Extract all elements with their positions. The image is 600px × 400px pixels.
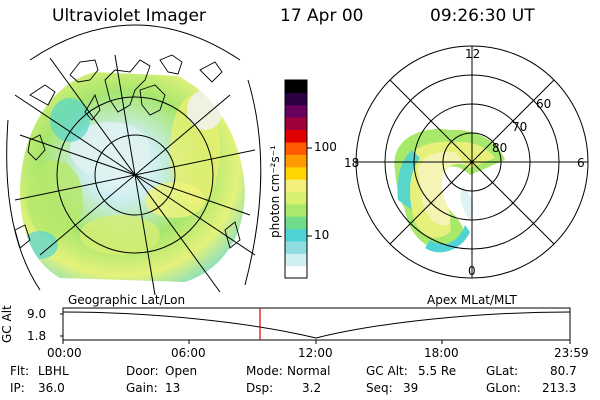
dsp-value: 3.2 [302, 381, 322, 395]
altitude-y-bottom: 1.8 [27, 329, 47, 343]
mlat-80-label: 80 [492, 141, 508, 155]
mode-label: Mode: [246, 364, 283, 378]
colorbar-segment [285, 265, 307, 279]
colorbar-segment [285, 179, 307, 192]
mlt-0-label: 0 [468, 264, 476, 278]
colorbar-segment [285, 92, 307, 106]
ip-value: 36.0 [38, 381, 65, 395]
colorbar-segment [285, 117, 307, 131]
mlt-6-label: 6 [577, 156, 585, 170]
gain-label: Gain: [126, 381, 158, 395]
ip-label: IP: [10, 381, 25, 395]
geographic-map-label: Geographic Lat/Lon [68, 293, 186, 307]
seq-value: 39 [403, 381, 419, 395]
time-tick: 18:00 [424, 346, 459, 360]
aurora-patch [187, 90, 223, 130]
colorbar-unit-label: photon cm⁻²s⁻¹ [268, 145, 282, 238]
colorbar-segment [285, 240, 307, 254]
glon-value: 213.3 [542, 381, 577, 395]
colorbar-tick-10: 10 [314, 228, 330, 242]
altitude-axis-title: GC Alt [0, 305, 14, 343]
altitude-curve [62, 311, 571, 339]
mlat-grid [356, 46, 588, 278]
glat-label: GLat: [486, 364, 519, 378]
gcalt-value: 5.5 Re [418, 364, 457, 378]
gcalt-label: GC Alt: [366, 364, 408, 378]
door-value: Open [165, 364, 198, 378]
mlt-18-label: 18 [344, 156, 360, 170]
colorbar-segment [285, 191, 307, 205]
colorbar-segment [285, 129, 307, 143]
time-tick: 12:00 [298, 346, 333, 360]
dsp-label: Dsp: [246, 381, 274, 395]
glat-value: 80.7 [550, 364, 577, 378]
colorbar-segment [285, 80, 307, 93]
colorbar-segment [285, 216, 307, 230]
aurora-patch [70, 122, 150, 178]
lat-lon-grid [6, 24, 262, 296]
colorbar-segment [285, 104, 307, 118]
gain-value: 13 [165, 381, 181, 395]
time-tick: 00:00 [47, 346, 82, 360]
colorbar-segment [285, 253, 307, 267]
header-date: 17 Apr 00 [280, 6, 364, 26]
mlat-60-label: 60 [536, 97, 552, 111]
geographic-map [6, 24, 262, 296]
apex-polar-map [355, 45, 589, 279]
flt-value: LBHL [38, 364, 69, 378]
colorbar-segment [285, 228, 307, 242]
colorbar-tick-100: 100 [314, 140, 337, 154]
coastlines [14, 54, 241, 249]
aurora-patch [27, 160, 83, 240]
time-tick: 06:00 [171, 346, 206, 360]
door-label: Door: [126, 364, 159, 378]
colorbar-segment [285, 166, 307, 180]
flt-label: Flt: [10, 364, 29, 378]
altitude-y-top: 9.0 [27, 307, 47, 321]
apex-map-label: Apex MLat/MLT [427, 293, 517, 307]
mlat-70-label: 70 [512, 120, 528, 134]
altitude-plot [60, 307, 571, 344]
aurora-patch [50, 98, 90, 142]
glon-label: GLon: [486, 381, 521, 395]
colorbar-segment [285, 141, 307, 155]
mode-value: Normal [287, 364, 331, 378]
header-time: 09:26:30 UT [430, 6, 535, 26]
colorbar-segment [285, 154, 307, 168]
instrument-title: Ultraviolet Imager [52, 6, 206, 26]
time-tick: 23:59 [554, 346, 589, 360]
aurora-patch [80, 215, 160, 255]
seq-label: Seq: [366, 381, 393, 395]
colorbar-segment [285, 203, 307, 217]
color-bar [284, 79, 312, 279]
mlt-12-label: 12 [465, 47, 481, 61]
